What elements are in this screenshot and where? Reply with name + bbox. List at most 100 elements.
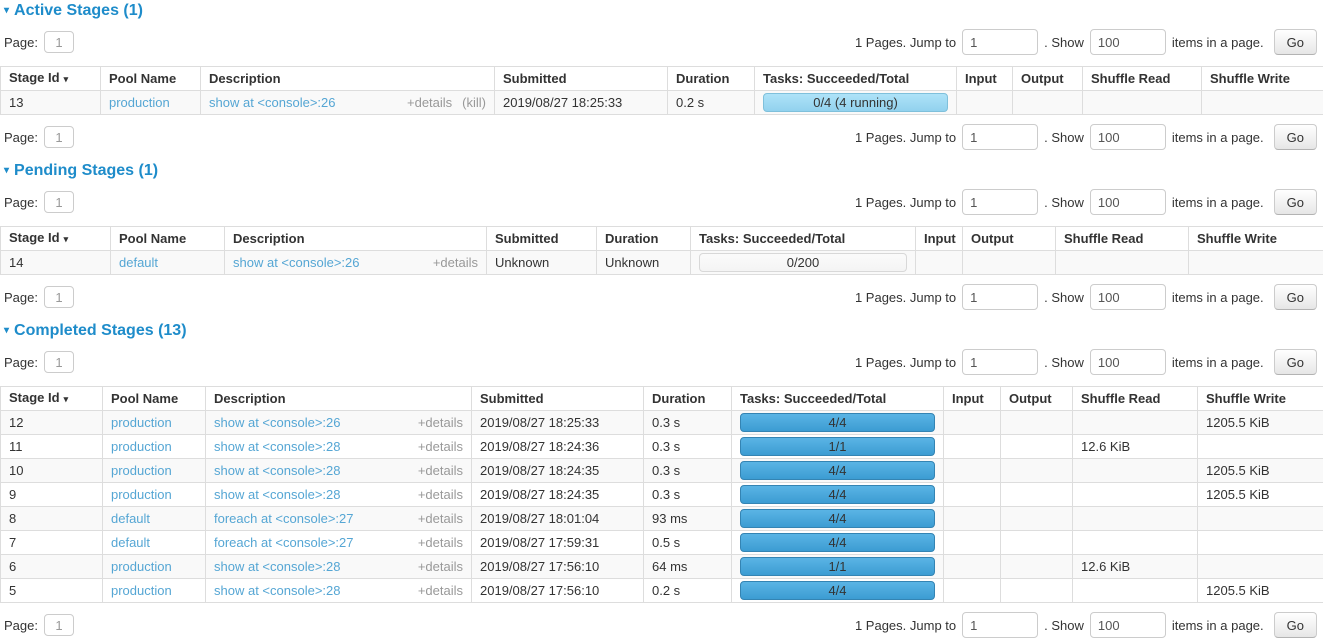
details-toggle[interactable]: +details — [418, 439, 463, 454]
page-number-input[interactable] — [44, 614, 74, 636]
col-header-duration[interactable]: Duration — [668, 67, 755, 91]
col-header-output[interactable]: Output — [963, 227, 1056, 251]
items-per-page-input[interactable] — [1090, 189, 1166, 215]
col-header-stage-id[interactable]: Stage Id▾ — [1, 387, 103, 411]
page-number-input[interactable] — [44, 351, 74, 373]
column-label: Pool Name — [119, 231, 186, 246]
col-header-submitted[interactable]: Submitted — [487, 227, 597, 251]
details-toggle[interactable]: +details — [433, 255, 478, 270]
go-button[interactable]: Go — [1274, 612, 1317, 638]
description-link[interactable]: show at <console>:28 — [214, 559, 340, 574]
col-header-pool-name[interactable]: Pool Name — [103, 387, 206, 411]
details-toggle[interactable]: +details — [418, 463, 463, 478]
col-header-submitted[interactable]: Submitted — [495, 67, 668, 91]
go-button[interactable]: Go — [1274, 29, 1317, 55]
col-header-shuffle-write[interactable]: Shuffle Write — [1198, 387, 1323, 411]
go-button[interactable]: Go — [1274, 124, 1317, 150]
section-header-pending-stages[interactable]: ▾Pending Stages (1) — [4, 162, 1323, 180]
col-header-output[interactable]: Output — [1001, 387, 1073, 411]
page-number-input[interactable] — [44, 126, 74, 148]
col-header-stage-id[interactable]: Stage Id▾ — [1, 227, 111, 251]
pagination-row: Page: 1 Pages. Jump to . Show items in a… — [4, 124, 1317, 150]
col-header-tasks-succeeded-total[interactable]: Tasks: Succeeded/Total — [691, 227, 916, 251]
pool-name-link[interactable]: production — [111, 415, 172, 430]
description-link[interactable]: foreach at <console>:27 — [214, 511, 354, 526]
description-link[interactable]: show at <console>:26 — [209, 95, 335, 110]
section-header-active-stages[interactable]: ▾Active Stages (1) — [4, 2, 1323, 20]
jump-to-page-input[interactable] — [962, 284, 1038, 310]
pool-name-link[interactable]: default — [119, 255, 158, 270]
page-jump-controls: 1 Pages. Jump to . Show items in a page.… — [855, 612, 1317, 638]
items-per-page-input[interactable] — [1090, 349, 1166, 375]
col-header-output[interactable]: Output — [1013, 67, 1083, 91]
details-toggle[interactable]: +details — [407, 95, 452, 110]
go-button[interactable]: Go — [1274, 189, 1317, 215]
details-toggle[interactable]: +details — [418, 535, 463, 550]
shuffle-write-cell: 1205.5 KiB — [1198, 459, 1323, 483]
description-link[interactable]: show at <console>:28 — [214, 583, 340, 598]
details-toggle[interactable]: +details — [418, 511, 463, 526]
description-link[interactable]: foreach at <console>:27 — [214, 535, 354, 550]
items-per-page-input[interactable] — [1090, 612, 1166, 638]
jump-to-page-input[interactable] — [962, 29, 1038, 55]
col-header-input[interactable]: Input — [916, 227, 963, 251]
col-header-description[interactable]: Description — [201, 67, 495, 91]
pool-name-link[interactable]: production — [111, 487, 172, 502]
pool-name-link[interactable]: production — [111, 439, 172, 454]
details-toggle[interactable]: +details — [418, 415, 463, 430]
col-header-duration[interactable]: Duration — [597, 227, 691, 251]
page-number-input[interactable] — [44, 31, 74, 53]
col-header-tasks-succeeded-total[interactable]: Tasks: Succeeded/Total — [732, 387, 944, 411]
pool-name-link[interactable]: production — [111, 583, 172, 598]
details-toggle[interactable]: +details — [418, 559, 463, 574]
description-link[interactable]: show at <console>:26 — [233, 255, 359, 270]
pool-name-link[interactable]: default — [111, 511, 150, 526]
col-header-pool-name[interactable]: Pool Name — [101, 67, 201, 91]
tasks-progress-label: 4/4 — [828, 535, 846, 550]
jump-to-page-input[interactable] — [962, 612, 1038, 638]
details-toggle[interactable]: +details — [418, 583, 463, 598]
section-header-completed-stages[interactable]: ▾Completed Stages (13) — [4, 322, 1323, 340]
kill-link[interactable]: (kill) — [462, 95, 486, 110]
description-link[interactable]: show at <console>:28 — [214, 439, 340, 454]
jump-to-page-input[interactable] — [962, 189, 1038, 215]
col-header-stage-id[interactable]: Stage Id▾ — [1, 67, 101, 91]
col-header-input[interactable]: Input — [944, 387, 1001, 411]
pool-name-link[interactable]: production — [109, 95, 170, 110]
go-button[interactable]: Go — [1274, 284, 1317, 310]
pool-name-link[interactable]: production — [111, 463, 172, 478]
description-content: show at <console>:28 +details — [214, 559, 463, 574]
stage-id-cell: 9 — [1, 483, 103, 507]
description-link[interactable]: show at <console>:28 — [214, 487, 340, 502]
col-header-input[interactable]: Input — [957, 67, 1013, 91]
submitted-cell: Unknown — [487, 251, 597, 275]
col-header-shuffle-write[interactable]: Shuffle Write — [1189, 227, 1323, 251]
col-header-shuffle-read[interactable]: Shuffle Read — [1056, 227, 1189, 251]
items-per-page-input[interactable] — [1090, 29, 1166, 55]
page-number-input[interactable] — [44, 191, 74, 213]
pool-name-link[interactable]: default — [111, 535, 150, 550]
col-header-tasks-succeeded-total[interactable]: Tasks: Succeeded/Total — [755, 67, 957, 91]
description-link[interactable]: show at <console>:28 — [214, 463, 340, 478]
pool-name-cell: default — [103, 507, 206, 531]
description-link[interactable]: show at <console>:26 — [214, 415, 340, 430]
details-toggle[interactable]: +details — [418, 487, 463, 502]
items-per-page-input[interactable] — [1090, 124, 1166, 150]
jump-to-page-input[interactable] — [962, 349, 1038, 375]
items-per-page-input[interactable] — [1090, 284, 1166, 310]
go-button[interactable]: Go — [1274, 349, 1317, 375]
jump-to-page-input[interactable] — [962, 124, 1038, 150]
col-header-description[interactable]: Description — [206, 387, 472, 411]
page-number-input[interactable] — [44, 286, 74, 308]
column-label: Shuffle Read — [1091, 71, 1170, 86]
col-header-shuffle-read[interactable]: Shuffle Read — [1083, 67, 1202, 91]
col-header-duration[interactable]: Duration — [644, 387, 732, 411]
col-header-description[interactable]: Description — [225, 227, 487, 251]
col-header-shuffle-read[interactable]: Shuffle Read — [1073, 387, 1198, 411]
col-header-pool-name[interactable]: Pool Name — [111, 227, 225, 251]
pool-name-link[interactable]: production — [111, 559, 172, 574]
col-header-submitted[interactable]: Submitted — [472, 387, 644, 411]
pages-count-text: 1 Pages. Jump to — [855, 618, 956, 633]
col-header-shuffle-write[interactable]: Shuffle Write — [1202, 67, 1323, 91]
